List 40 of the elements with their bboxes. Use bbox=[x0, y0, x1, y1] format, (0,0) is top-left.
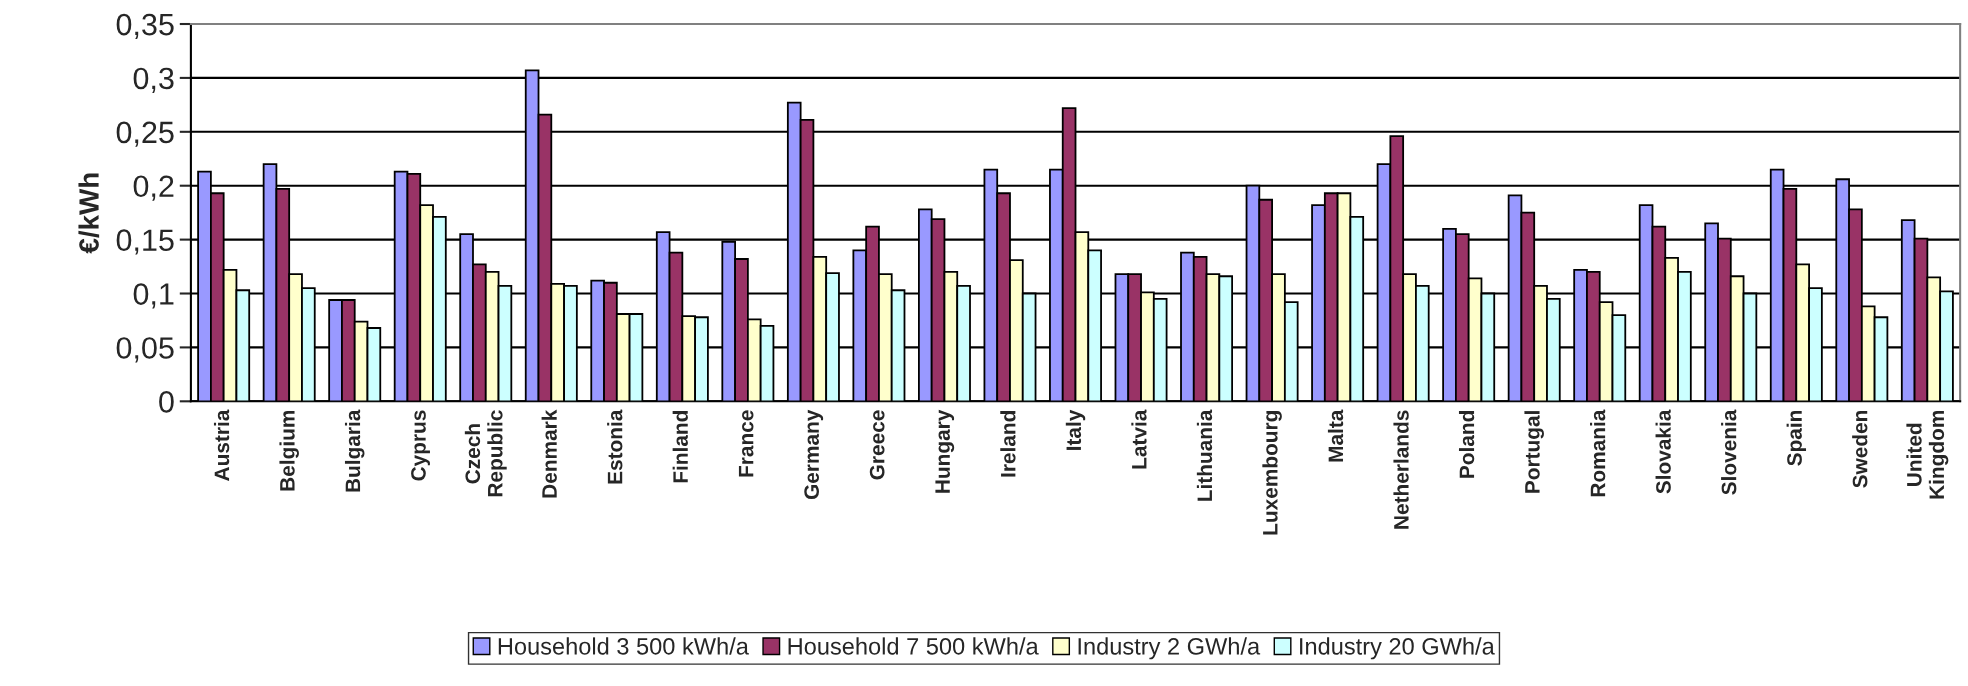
x-tick-label: Hungary bbox=[935, 409, 955, 493]
x-tick-label: Finland bbox=[672, 411, 688, 483]
y-tick-label: 0,25 bbox=[116, 121, 174, 147]
x-tick-label: Bulgaria bbox=[344, 409, 365, 492]
y-tick-label: 0,3 bbox=[133, 67, 174, 93]
x-tick-label: Sweden bbox=[1852, 410, 1868, 488]
x-tick-label: Portugal bbox=[1524, 411, 1544, 493]
y-tick-label: 0,15 bbox=[116, 229, 174, 255]
legend-label: Industry 20 GWh/a bbox=[1300, 637, 1495, 660]
x-tick-label: Lithuania bbox=[1196, 409, 1213, 501]
legend-label: Household 7 500 kWh/a bbox=[788, 637, 1039, 655]
x-tick-label: Slovakia bbox=[1655, 409, 1671, 494]
y-axis-title: €/kWh bbox=[78, 173, 100, 254]
x-tick-label: Malta bbox=[1327, 409, 1344, 462]
x-tick-label: Estonia bbox=[607, 409, 623, 484]
x-tick-label: Austria bbox=[213, 409, 230, 481]
x-tick-label: Netherlands bbox=[1393, 410, 1409, 529]
x-tick-label: Greece bbox=[869, 410, 885, 480]
x-tick-label: Italy bbox=[1065, 409, 1086, 450]
y-tick-label: 0,1 bbox=[133, 283, 174, 309]
y-tick-label: 0 bbox=[159, 391, 174, 413]
y-tick-label: 0,35 bbox=[116, 13, 174, 39]
x-tick-label: Ireland bbox=[1000, 411, 1016, 477]
x-tick-label: Belgium bbox=[279, 410, 299, 491]
x-tick-label: Poland bbox=[1458, 411, 1475, 478]
x-tick-label: Luxembourg bbox=[1262, 411, 1282, 535]
x-tick-label: Slovenia bbox=[1721, 409, 1737, 495]
y-tick-label: 0,2 bbox=[133, 175, 174, 201]
x-tick-label: Spain bbox=[1786, 410, 1807, 466]
x-tick-label: Cyprus bbox=[411, 410, 430, 481]
legend-label: Industry 2 GWh/a bbox=[1078, 637, 1261, 660]
x-tick-label: Germany bbox=[804, 409, 824, 500]
y-tick-label: 0,05 bbox=[116, 337, 174, 363]
x-tick-label: Latvia bbox=[1131, 409, 1147, 469]
x-tick-label: France bbox=[738, 410, 754, 477]
x-tick-label: Czech Republic bbox=[464, 410, 507, 497]
x-tick-label: Romania bbox=[1590, 409, 1606, 497]
x-tick-label: United Kingdom bbox=[1906, 410, 1949, 499]
legend-label: Household 3 500 kWh/a bbox=[498, 637, 749, 655]
x-tick-label: Denmark bbox=[541, 409, 557, 498]
